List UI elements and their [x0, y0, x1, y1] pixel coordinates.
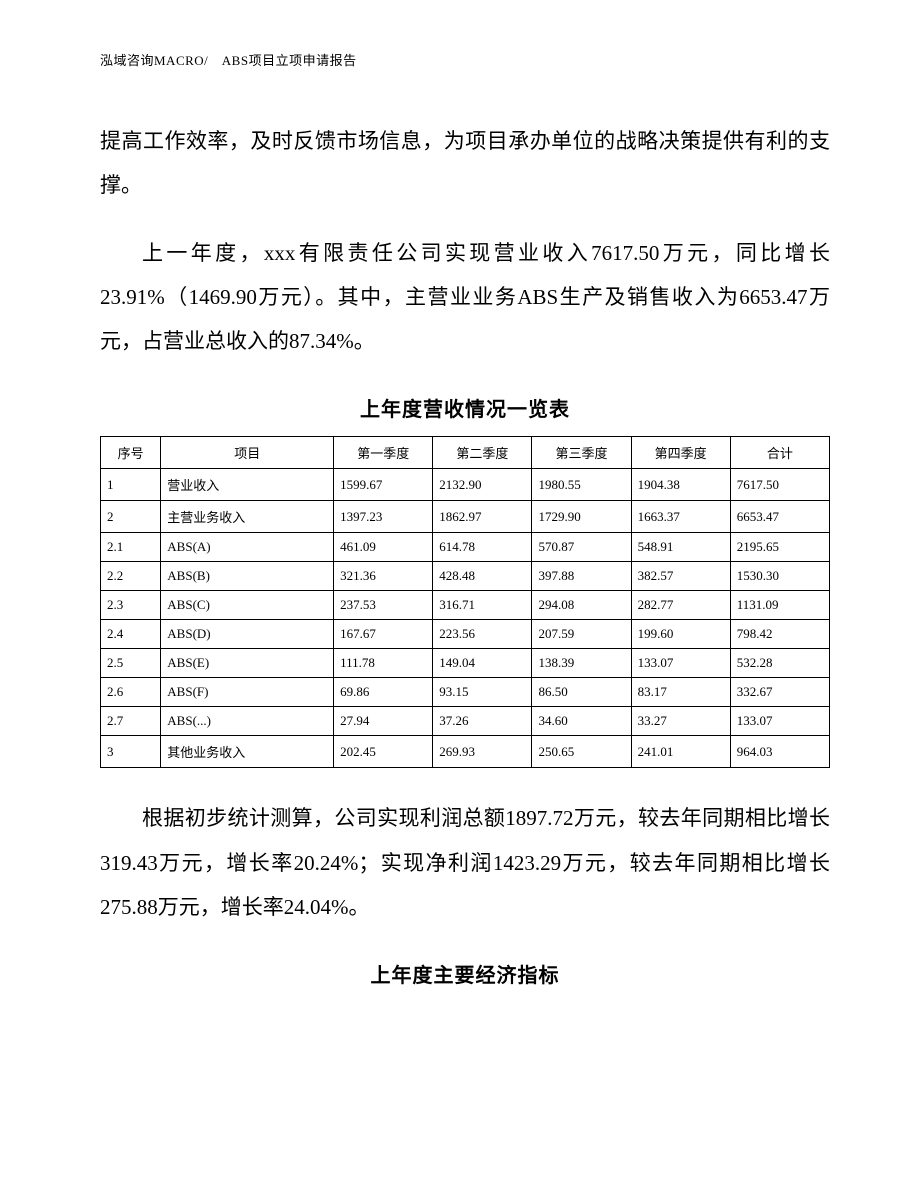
cell: 1	[101, 469, 161, 501]
cell: 2.4	[101, 620, 161, 649]
cell: 149.04	[433, 649, 532, 678]
cell: 34.60	[532, 707, 631, 736]
table-row: 2.6 ABS(F) 69.86 93.15 86.50 83.17 332.6…	[101, 678, 830, 707]
cell: 1862.97	[433, 501, 532, 533]
table-row: 2.7 ABS(...) 27.94 37.26 34.60 33.27 133…	[101, 707, 830, 736]
cell: 33.27	[631, 707, 730, 736]
cell: 2.3	[101, 591, 161, 620]
cell: 321.36	[334, 562, 433, 591]
table-row: 3 其他业务收入 202.45 269.93 250.65 241.01 964…	[101, 736, 830, 768]
cell: 798.42	[730, 620, 829, 649]
cell: 2.5	[101, 649, 161, 678]
cell: 111.78	[334, 649, 433, 678]
cell: 1397.23	[334, 501, 433, 533]
cell: ABS(A)	[161, 533, 334, 562]
cell: 382.57	[631, 562, 730, 591]
table-row: 2.1 ABS(A) 461.09 614.78 570.87 548.91 2…	[101, 533, 830, 562]
cell: 83.17	[631, 678, 730, 707]
cell: ABS(F)	[161, 678, 334, 707]
table-header-row: 序号 项目 第一季度 第二季度 第三季度 第四季度 合计	[101, 437, 830, 469]
paragraph-2: 上一年度，xxx有限责任公司实现营业收入7617.50万元，同比增长23.91%…	[100, 231, 830, 363]
cell: 1530.30	[730, 562, 829, 591]
table-row: 1 营业收入 1599.67 2132.90 1980.55 1904.38 7…	[101, 469, 830, 501]
cell: 461.09	[334, 533, 433, 562]
col-header-q2: 第二季度	[433, 437, 532, 469]
cell: 199.60	[631, 620, 730, 649]
paragraph-1: 提高工作效率，及时反馈市场信息，为项目承办单位的战略决策提供有利的支撑。	[100, 119, 830, 207]
table-2-title: 上年度主要经济指标	[100, 959, 830, 988]
table-body: 1 营业收入 1599.67 2132.90 1980.55 1904.38 7…	[101, 469, 830, 768]
cell: 86.50	[532, 678, 631, 707]
page-header: 泓域咨询MACRO/ ABS项目立项申请报告	[100, 50, 830, 69]
cell: 1663.37	[631, 501, 730, 533]
cell: ABS(E)	[161, 649, 334, 678]
cell: 27.94	[334, 707, 433, 736]
table-1-title: 上年度营收情况一览表	[100, 393, 830, 422]
cell: 428.48	[433, 562, 532, 591]
cell: 237.53	[334, 591, 433, 620]
cell: ABS(C)	[161, 591, 334, 620]
cell: 3	[101, 736, 161, 768]
cell: 316.71	[433, 591, 532, 620]
cell: 223.56	[433, 620, 532, 649]
table-row: 2.3 ABS(C) 237.53 316.71 294.08 282.77 1…	[101, 591, 830, 620]
cell: 1980.55	[532, 469, 631, 501]
cell: 2.7	[101, 707, 161, 736]
cell: 营业收入	[161, 469, 334, 501]
cell: 2.6	[101, 678, 161, 707]
col-header-q3: 第三季度	[532, 437, 631, 469]
cell: 1729.90	[532, 501, 631, 533]
cell: 269.93	[433, 736, 532, 768]
cell: 主营业务收入	[161, 501, 334, 533]
cell: 7617.50	[730, 469, 829, 501]
col-header-seq: 序号	[101, 437, 161, 469]
cell: ABS(B)	[161, 562, 334, 591]
cell: 2132.90	[433, 469, 532, 501]
cell: 614.78	[433, 533, 532, 562]
paragraph-3: 根据初步统计测算，公司实现利润总额1897.72万元，较去年同期相比增长319.…	[100, 796, 830, 928]
cell: 332.67	[730, 678, 829, 707]
cell: 138.39	[532, 649, 631, 678]
cell: 207.59	[532, 620, 631, 649]
table-row: 2.2 ABS(B) 321.36 428.48 397.88 382.57 1…	[101, 562, 830, 591]
cell: 2.1	[101, 533, 161, 562]
cell: 241.01	[631, 736, 730, 768]
cell: 2	[101, 501, 161, 533]
cell: 37.26	[433, 707, 532, 736]
cell: 570.87	[532, 533, 631, 562]
cell: 532.28	[730, 649, 829, 678]
cell: ABS(...)	[161, 707, 334, 736]
cell: 133.07	[730, 707, 829, 736]
cell: 1599.67	[334, 469, 433, 501]
col-header-q4: 第四季度	[631, 437, 730, 469]
col-header-q1: 第一季度	[334, 437, 433, 469]
document-page: 泓域咨询MACRO/ ABS项目立项申请报告 提高工作效率，及时反馈市场信息，为…	[0, 0, 920, 1191]
cell: 282.77	[631, 591, 730, 620]
table-row: 2.5 ABS(E) 111.78 149.04 138.39 133.07 5…	[101, 649, 830, 678]
cell: 1904.38	[631, 469, 730, 501]
cell: 6653.47	[730, 501, 829, 533]
cell: 2.2	[101, 562, 161, 591]
cell: ABS(D)	[161, 620, 334, 649]
cell: 964.03	[730, 736, 829, 768]
cell: 93.15	[433, 678, 532, 707]
col-header-total: 合计	[730, 437, 829, 469]
col-header-item: 项目	[161, 437, 334, 469]
cell: 167.67	[334, 620, 433, 649]
table-row: 2 主营业务收入 1397.23 1862.97 1729.90 1663.37…	[101, 501, 830, 533]
cell: 548.91	[631, 533, 730, 562]
cell: 397.88	[532, 562, 631, 591]
cell: 其他业务收入	[161, 736, 334, 768]
table-row: 2.4 ABS(D) 167.67 223.56 207.59 199.60 7…	[101, 620, 830, 649]
cell: 250.65	[532, 736, 631, 768]
cell: 202.45	[334, 736, 433, 768]
cell: 294.08	[532, 591, 631, 620]
cell: 133.07	[631, 649, 730, 678]
cell: 69.86	[334, 678, 433, 707]
cell: 2195.65	[730, 533, 829, 562]
revenue-table: 序号 项目 第一季度 第二季度 第三季度 第四季度 合计 1 营业收入 1599…	[100, 436, 830, 768]
cell: 1131.09	[730, 591, 829, 620]
